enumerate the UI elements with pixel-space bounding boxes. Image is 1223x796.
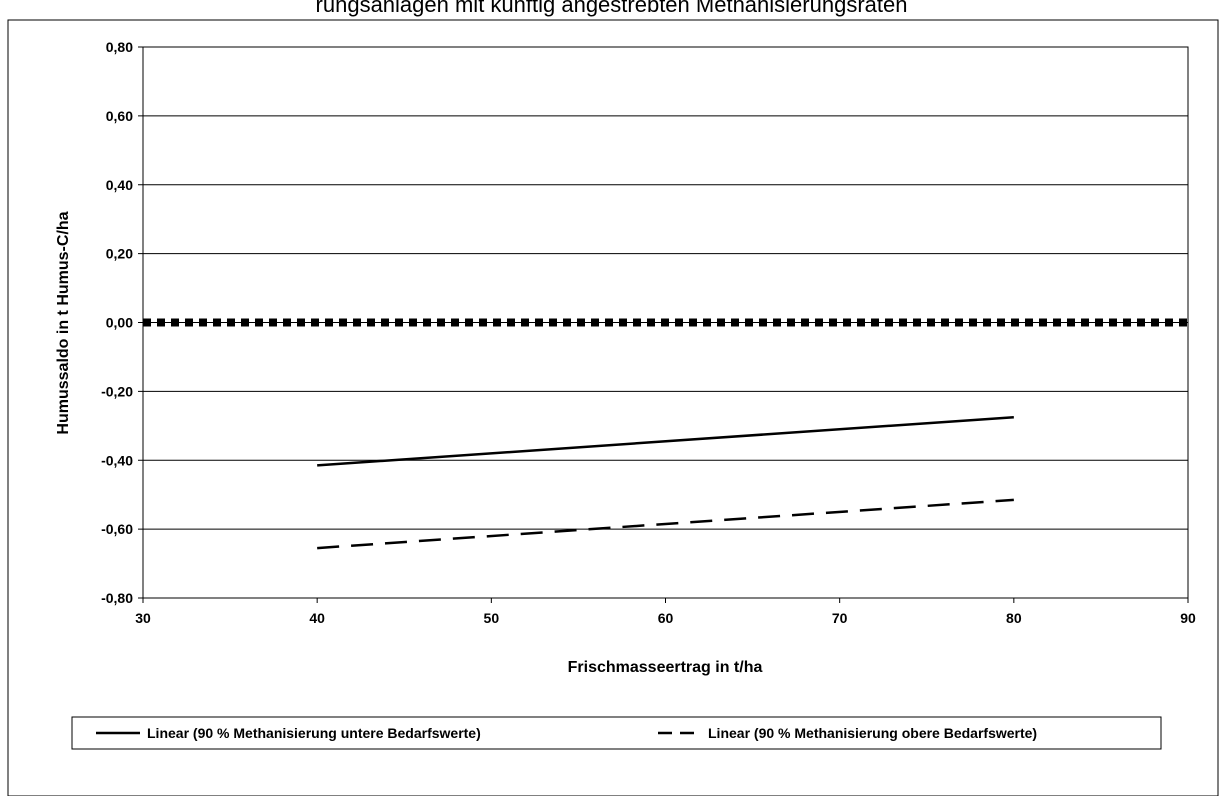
y-tick-labels: 0,80 0,60 0,40 0,20 0,00 -0,20 -0,40 -0,60 -0,80 <box>101 39 133 606</box>
x-tick-label: 90 <box>1180 610 1196 626</box>
y-tick-label: -0,20 <box>101 383 133 399</box>
legend-label-series-1: Linear (90 % Methanisierung untere Bedar… <box>147 725 481 741</box>
y-tick-label: 0,40 <box>106 177 133 193</box>
x-tick-label: 40 <box>309 610 325 626</box>
x-tick-labels: 30 40 50 60 70 80 90 <box>135 610 1196 626</box>
y-tick-label: 0,00 <box>106 315 133 331</box>
y-tick-label: 0,80 <box>106 39 133 55</box>
x-axis-title: Frischmasseertrag in t/ha <box>568 659 763 676</box>
x-tick-label: 60 <box>658 610 674 626</box>
chart-area-border <box>7 19 1219 796</box>
x-tick-marks <box>142 598 1189 603</box>
legend-box <box>71 716 1162 750</box>
x-tick-label: 70 <box>832 610 848 626</box>
series-line-1 <box>317 415 1014 467</box>
y-tick-label: -0,40 <box>101 452 133 468</box>
y-tick-label: 0,20 <box>106 246 133 262</box>
series-group <box>317 415 1014 550</box>
chart-title: rungsanlagen mit künftig angestrebten Me… <box>315 0 908 17</box>
y-tick-label: -0,80 <box>101 590 133 606</box>
legend-label-series-2: Linear (90 % Methanisierung obere Bedarf… <box>708 725 1037 741</box>
y-tick-label: 0,60 <box>106 108 133 124</box>
series-line-2 <box>317 498 1014 550</box>
x-tick-label: 30 <box>135 610 151 626</box>
y-axis-title: Humussaldo in t Humus-C/ha <box>55 211 72 434</box>
y-tick-label: -0,60 <box>101 521 133 537</box>
x-tick-label: 80 <box>1006 610 1022 626</box>
x-tick-label: 50 <box>484 610 500 626</box>
